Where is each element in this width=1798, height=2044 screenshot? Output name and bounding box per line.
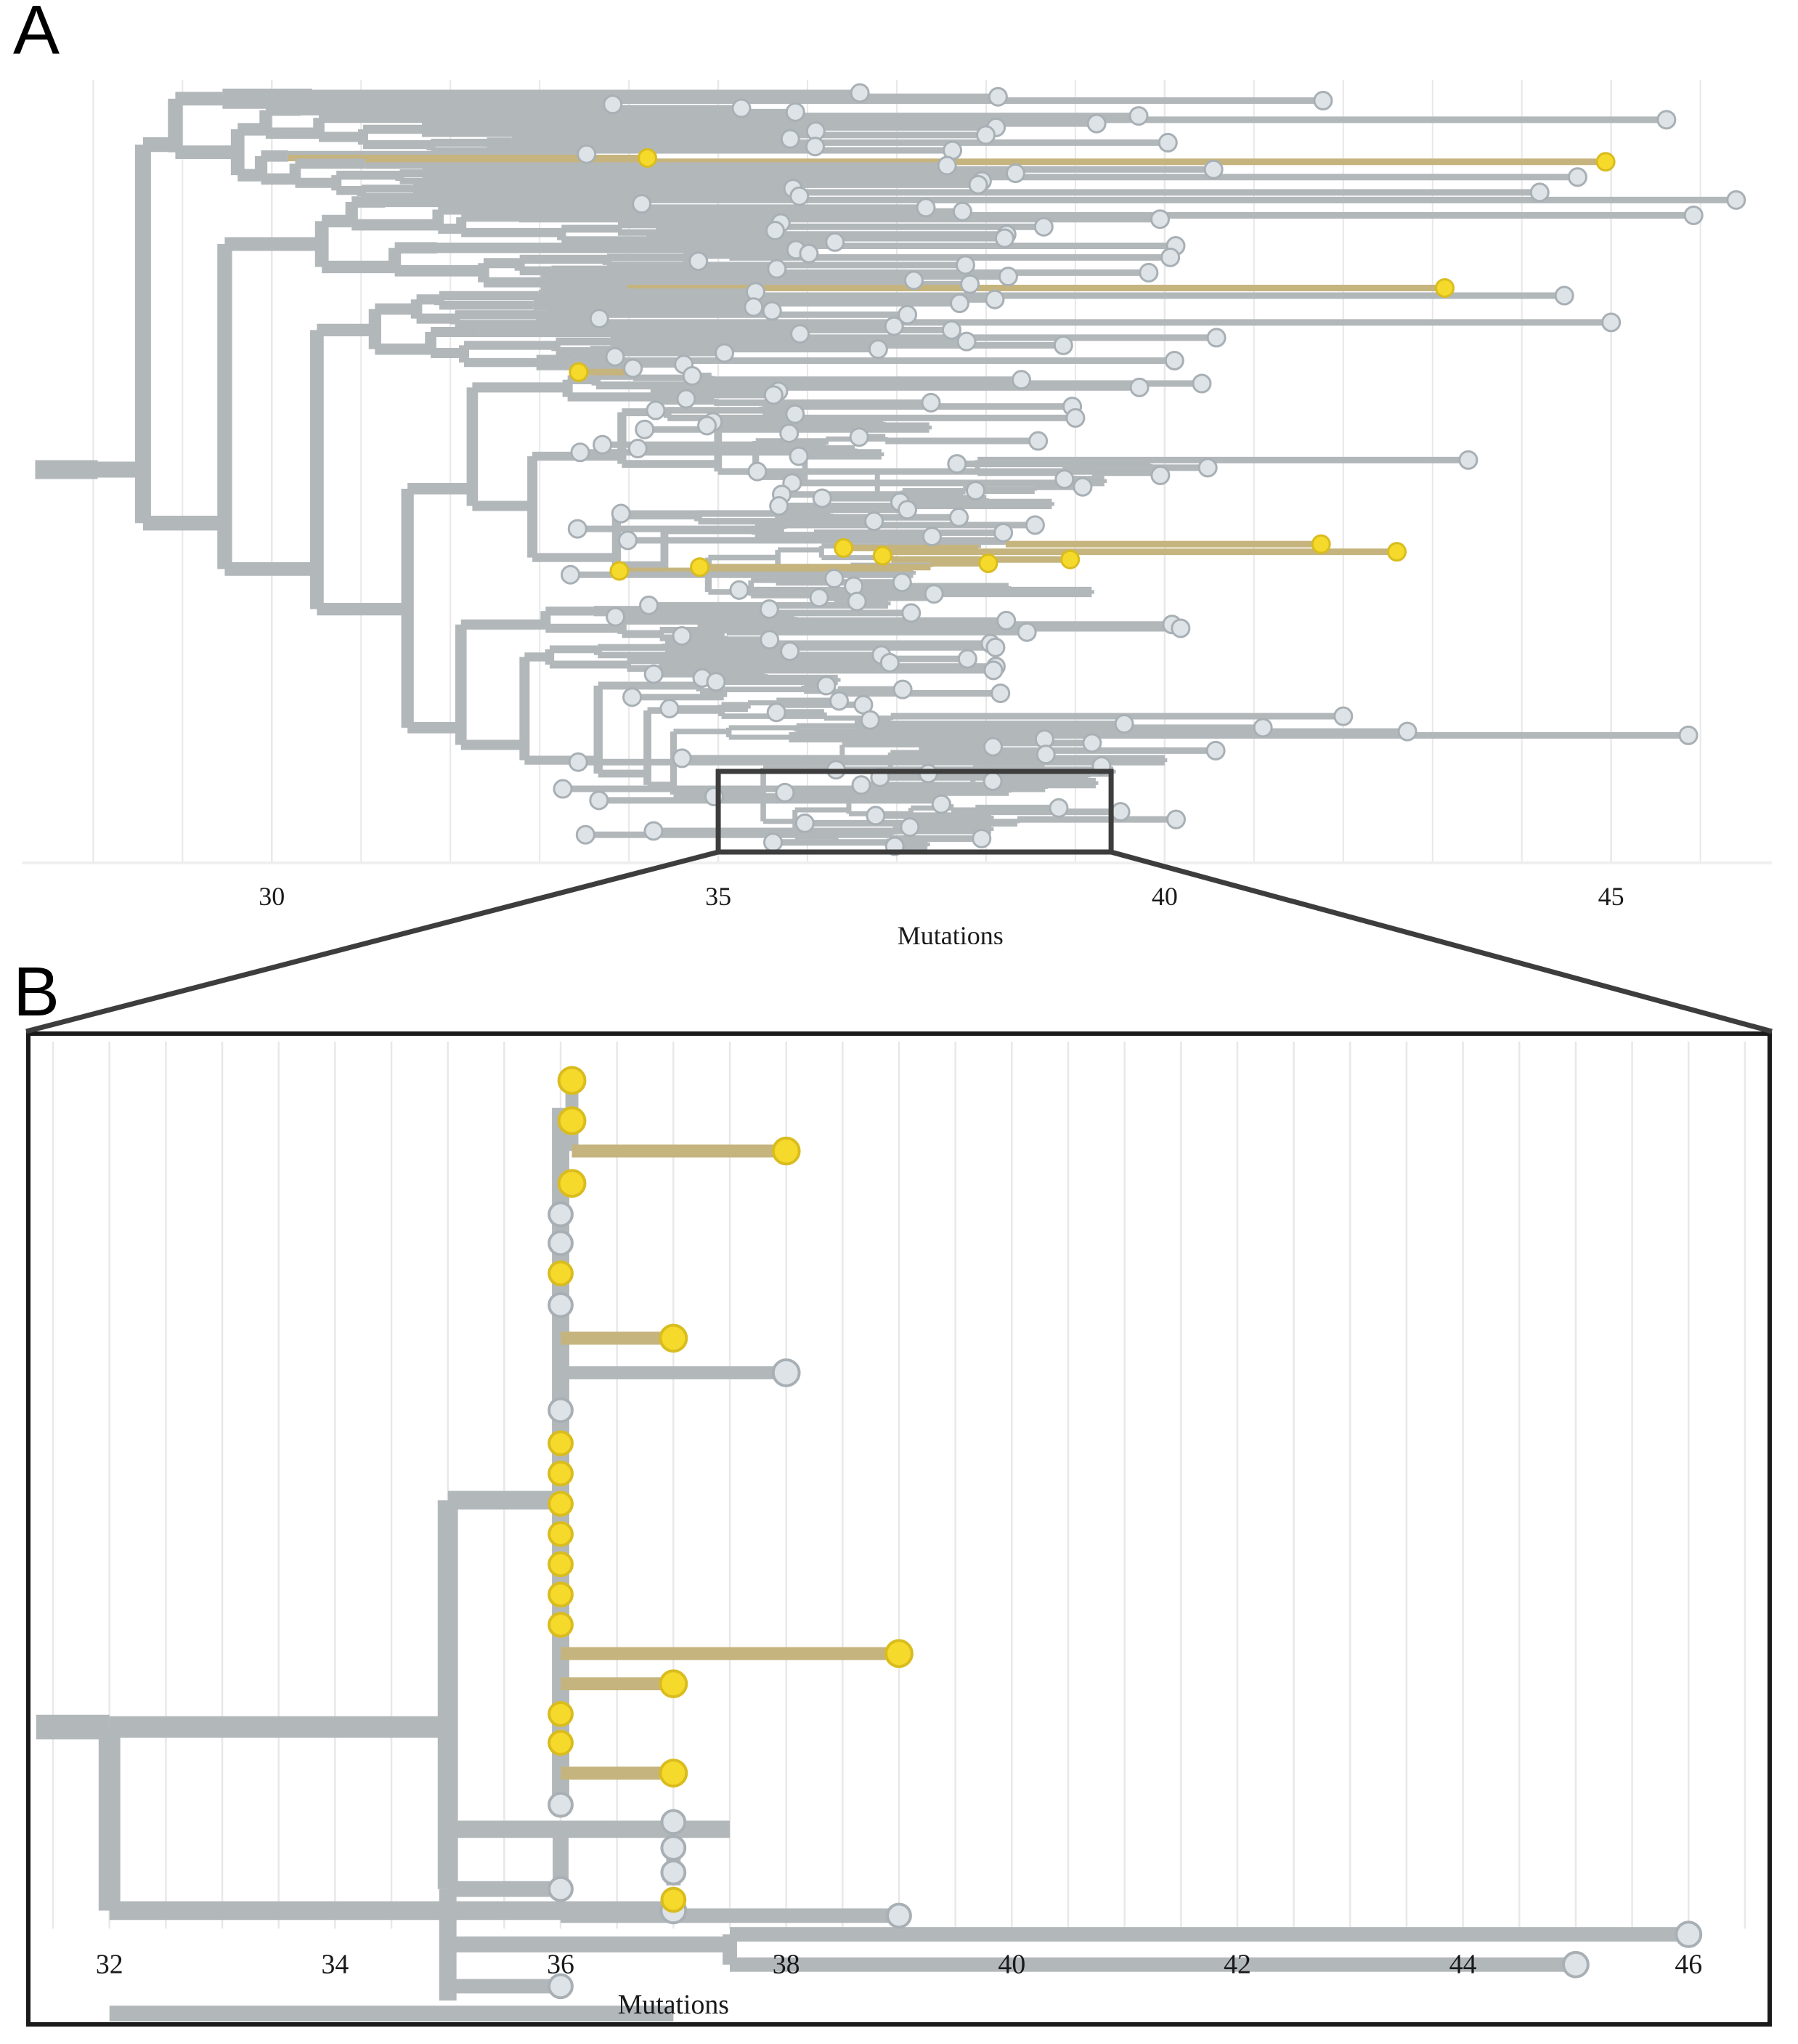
panel-a-highlight-box bbox=[715, 768, 1114, 855]
panel-label-b: B bbox=[13, 953, 60, 1031]
panel-a-tick-30: 30 bbox=[259, 882, 285, 911]
panel-b-tick-36: 36 bbox=[547, 1950, 574, 1980]
panel-a-tick-35: 35 bbox=[705, 882, 731, 911]
panel-b-tick-38: 38 bbox=[773, 1950, 800, 1980]
panel-b-tick-34: 34 bbox=[321, 1950, 349, 1980]
panel-b-axis: 32 34 36 38 40 42 44 46 Mutations bbox=[96, 1950, 1702, 2020]
panel-b-tick-44: 44 bbox=[1449, 1950, 1477, 1980]
panel-a-tick-40: 40 bbox=[1152, 882, 1178, 911]
panel-a-axis: 30 35 40 45 Mutations bbox=[259, 882, 1624, 944]
panel-b-svg[interactable]: 32 34 36 38 40 42 44 46 Mutations bbox=[30, 1036, 1768, 2022]
panel-b-tick-42: 42 bbox=[1224, 1950, 1251, 1980]
panel-a-phylogeny[interactable]: 30 35 40 45 Mutations bbox=[22, 80, 1772, 944]
panel-a-svg[interactable]: 30 35 40 45 Mutations bbox=[22, 80, 1772, 944]
panel-b-gridlines bbox=[52, 1041, 1746, 1929]
panel-b-tick-40: 40 bbox=[998, 1950, 1025, 1980]
panel-b-tree-branches bbox=[36, 1080, 1689, 2022]
panel-label-a: A bbox=[13, 0, 60, 69]
panel-a-axis-title: Mutations bbox=[898, 921, 1004, 944]
panel-b-tick-32: 32 bbox=[96, 1950, 123, 1980]
panel-b-phylogeny-zoom[interactable]: 32 34 36 38 40 42 44 46 Mutations bbox=[26, 1031, 1772, 2027]
panel-a-tree-nodes bbox=[553, 83, 1746, 856]
panel-b-tick-46: 46 bbox=[1675, 1950, 1702, 1980]
panel-b-axis-title: Mutations bbox=[618, 1990, 729, 2020]
panel-a-tick-45: 45 bbox=[1598, 882, 1624, 911]
panel-a-tree-branches bbox=[35, 89, 1736, 850]
panel-b-tree-nodes bbox=[548, 1066, 1703, 2000]
